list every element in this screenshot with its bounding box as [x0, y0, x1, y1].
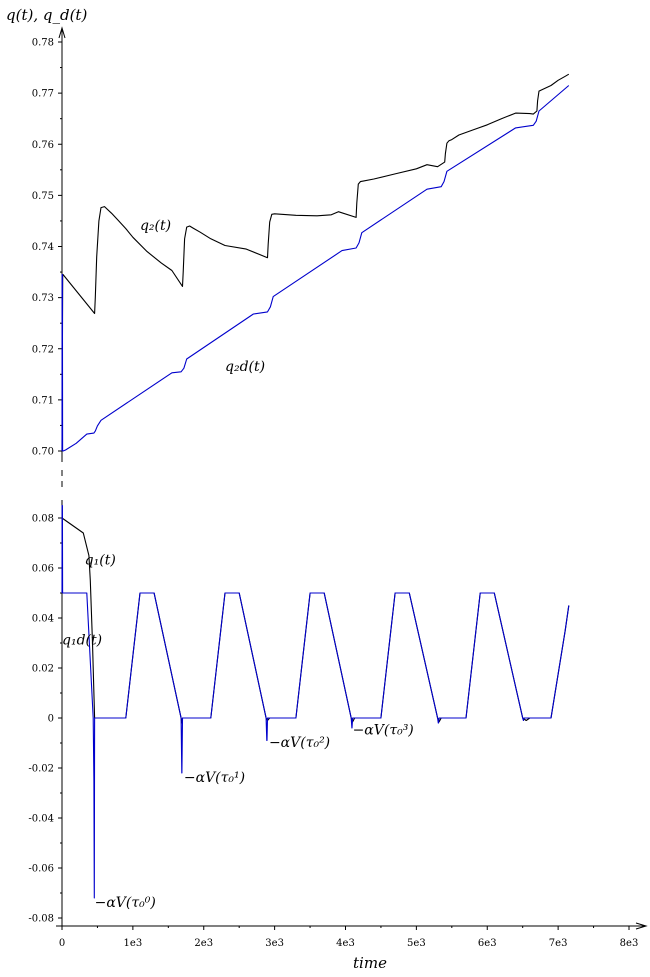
annotation-label: −αV(τ₀⁰) — [95, 895, 156, 911]
bottom-annotations: q₁(t) q₁d(t) −αV(τ₀⁰) −αV(τ₀¹) −αV(τ₀²) −αV(τ… — [62, 552, 414, 911]
x-tick-label: 1e3 — [124, 938, 143, 949]
y-tick-label: 0.74 — [32, 242, 54, 253]
y-tick-label: 0.72 — [32, 344, 54, 355]
x-tick-label: 6e3 — [478, 938, 497, 949]
y-tick-label: 0.73 — [32, 293, 54, 304]
annotation-label: q₂d(t) — [225, 359, 265, 375]
y-tick-label: 0.02 — [32, 664, 54, 675]
series-line-q2t — [61, 73, 570, 452]
series-line-q1dt — [61, 504, 570, 899]
annotation-label: q₁(t) — [85, 552, 116, 568]
y-tick-label: 0.77 — [32, 89, 54, 100]
x-tick-label: 0 — [59, 938, 65, 949]
x-axis-ticks: 0 1e3 2e3 3e3 4e3 5e3 6e3 7e3 8e3 — [59, 926, 639, 949]
y-tick-label: 0 — [48, 714, 54, 725]
x-axis-arrow — [635, 922, 648, 930]
bottom-series — [61, 504, 570, 899]
y-tick-label: 0.70 — [32, 447, 54, 458]
x-tick-label: 5e3 — [407, 938, 426, 949]
y-tick-label: 0.75 — [32, 191, 54, 202]
annotation-label: q₁d(t) — [62, 632, 102, 648]
series-line-q1t — [61, 517, 570, 724]
y-axis-label: q(t), q_d(t) — [6, 6, 87, 24]
top-annotations: q₂(t) q₂d(t) — [140, 218, 265, 375]
y-tick-label: -0.06 — [28, 864, 54, 875]
x-tick-label: 8e3 — [620, 938, 639, 949]
x-tick-label: 4e3 — [336, 938, 355, 949]
y-tick-label: 0.08 — [32, 514, 54, 525]
annotation-label: −αV(τ₀³) — [353, 722, 414, 738]
y-tick-label: 0.78 — [32, 38, 54, 49]
annotation-label: −αV(τ₀²) — [269, 735, 330, 751]
x-axis-label: time — [353, 954, 387, 972]
y-tick-label: 0.06 — [32, 564, 54, 575]
y-tick-label: -0.04 — [28, 814, 54, 825]
bottom-y-ticks: -0.08 -0.06 -0.04 -0.02 0 0.02 0.04 0.06 0.08 — [28, 514, 62, 925]
y-tick-label: 0.71 — [32, 395, 54, 406]
series-line-q2dt — [61, 85, 570, 452]
annotation-label: q₂(t) — [140, 218, 171, 234]
x-tick-label: 7e3 — [549, 938, 568, 949]
x-tick-label: 3e3 — [265, 938, 284, 949]
y-tick-label: 0.76 — [32, 140, 54, 151]
top-y-ticks: 0.70 0.71 0.72 0.73 0.74 0.75 0.76 0.77 0.78 — [32, 38, 62, 458]
y-tick-label: -0.08 — [28, 914, 54, 925]
top-panel: 0.70 0.71 0.72 0.73 0.74 0.75 0.76 0.77 0.78 q₂(… — [32, 26, 570, 488]
y-axis-arrow — [58, 26, 66, 39]
y-tick-label: -0.02 — [28, 764, 54, 775]
bottom-panel: -0.08 -0.06 -0.04 -0.02 0 0.02 0.04 0.06 0.08 q₁… — [28, 500, 648, 930]
annotation-label: −αV(τ₀¹) — [184, 770, 245, 786]
x-tick-label: 2e3 — [194, 938, 213, 949]
y-tick-label: 0.04 — [32, 614, 54, 625]
top-series — [61, 73, 570, 452]
